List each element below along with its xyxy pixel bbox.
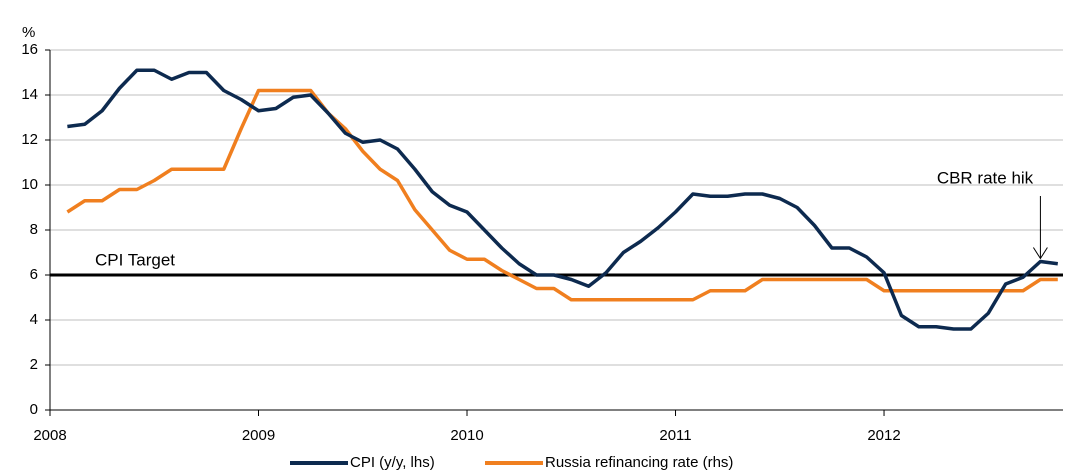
series-line [66, 88, 1058, 302]
x-tick-label: 2010 [450, 427, 483, 444]
series-line [67, 68, 1059, 331]
arrow-head [1032, 247, 1048, 260]
y-tick-label: 0 [30, 401, 38, 418]
y-tick-label: 8 [30, 221, 38, 238]
y-tick-label: 4 [30, 311, 38, 328]
legend-label: CPI (y/y, lhs) [350, 454, 435, 471]
y-tick-label: 2 [30, 356, 38, 373]
y-tick-label: 16 [21, 41, 38, 58]
y-tick-label: 6 [30, 266, 38, 283]
y-unit: % [22, 24, 35, 41]
y-tick-label: 10 [21, 176, 38, 193]
x-tick-label: 2012 [867, 427, 900, 444]
legend-label: Russia refinancing rate (rhs) [545, 454, 733, 471]
x-tick-label: 2011 [659, 427, 691, 444]
annotation-text: CBR rate hik [937, 168, 1034, 187]
y-tick-label: 14 [21, 86, 38, 103]
x-tick-label: 2008 [33, 427, 66, 444]
target-label: CPI Target [95, 250, 175, 269]
x-tick-label: 2009 [242, 427, 275, 444]
y-tick-label: 12 [21, 131, 38, 148]
